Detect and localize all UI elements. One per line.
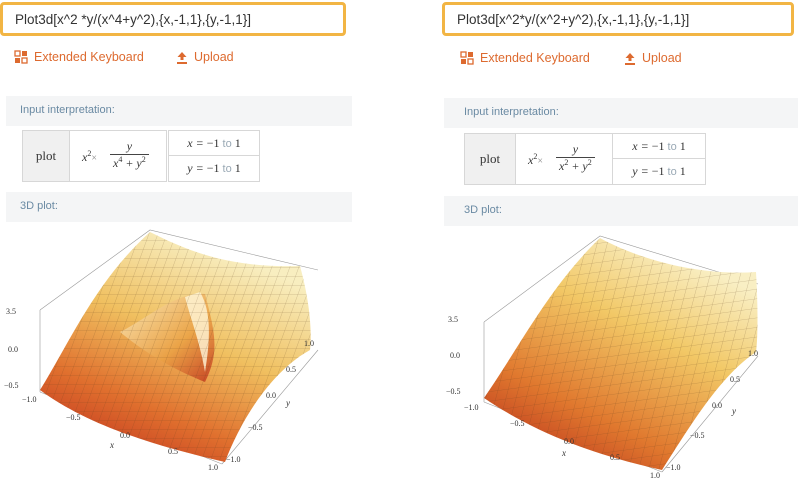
upload-label: Upload xyxy=(642,51,682,65)
x-range-lo: −1 xyxy=(651,139,665,153)
fraction-denominator: x2 + y2 xyxy=(559,158,592,173)
y-range-cell: y = −1 to 1 xyxy=(612,158,706,185)
x-tick-3: 0.5 xyxy=(168,447,178,456)
y-tick-4: −1.0 xyxy=(666,463,681,472)
y-range-to: to xyxy=(222,163,232,175)
input-interpretation-header: Input interpretation: xyxy=(444,98,798,128)
upload-button[interactable]: Upload xyxy=(624,51,682,65)
y-range-lo: −1 xyxy=(206,161,220,175)
y-tick-4: −1.0 xyxy=(226,455,241,464)
x-tick-4: 1.0 xyxy=(208,463,218,472)
y-range-cell: y = −1 to 1 xyxy=(168,155,260,182)
x-range-var: x = xyxy=(187,136,207,150)
z-tick-1: 0.0 xyxy=(8,345,18,354)
upload-icon xyxy=(177,51,187,64)
extended-keyboard-label: Extended Keyboard xyxy=(480,51,590,65)
expression-cell: x2× y x4 + y2 xyxy=(69,130,167,182)
x-range-cell: x = −1 to 1 xyxy=(168,130,260,156)
fraction-denominator: x4 + y2 xyxy=(113,155,146,170)
query-text[interactable]: Plot3d[x^2 *y/(x^4+y^2),{x,-1,1},{y,-1,1… xyxy=(15,12,251,27)
y-tick-0: 1.0 xyxy=(748,349,758,358)
y-tick-3: −0.5 xyxy=(690,431,705,440)
upload-label: Upload xyxy=(194,50,234,64)
extended-keyboard-button[interactable]: Extended Keyboard xyxy=(460,51,590,65)
x-tick-0: −1.0 xyxy=(22,395,37,404)
expression-prefix: x2× xyxy=(82,149,97,164)
x-tick-0: −1.0 xyxy=(464,403,479,412)
y-range-var: y = xyxy=(632,164,652,178)
extended-keyboard-button[interactable]: Extended Keyboard xyxy=(14,50,144,64)
y-range-hi: 1 xyxy=(234,161,241,175)
x-range-hi: 1 xyxy=(234,136,241,150)
y-tick-2: 0.0 xyxy=(266,391,276,400)
x-range-lo: −1 xyxy=(206,136,220,150)
plot-word-cell: plot xyxy=(464,133,516,185)
3d-plot-header: 3D plot: xyxy=(6,192,352,222)
expression-fraction: y x4 + y2 xyxy=(110,139,149,171)
y-tick-3: −0.5 xyxy=(248,423,263,432)
z-tick-2: −0.5 xyxy=(446,387,461,396)
input-interpretation-title: Input interpretation: xyxy=(20,104,115,116)
z-tick-0: 3.5 xyxy=(448,315,458,324)
y-tick-1: 0.5 xyxy=(286,365,296,374)
extended-keyboard-icon xyxy=(460,51,474,65)
plot-word: plot xyxy=(35,148,57,163)
y-axis-label: y xyxy=(285,398,290,408)
input-interpretation-title: Input interpretation: xyxy=(464,106,559,118)
extended-keyboard-label: Extended Keyboard xyxy=(34,50,144,64)
y-tick-2: 0.0 xyxy=(712,401,722,410)
x-tick-1: −0.5 xyxy=(510,419,525,428)
upload-button[interactable]: Upload xyxy=(176,50,234,64)
x-axis-label: x xyxy=(561,448,566,458)
x-range-to: to xyxy=(222,138,232,150)
fraction-numerator: y xyxy=(556,142,595,158)
3d-plot-title: 3D plot: xyxy=(464,204,502,216)
expression-prefix: x2× xyxy=(528,152,543,167)
y-range-lo: −1 xyxy=(651,164,665,178)
x-range-cell: x = −1 to 1 xyxy=(612,133,706,159)
expression-fraction: y x2 + y2 xyxy=(556,142,595,174)
y-tick-0: 1.0 xyxy=(304,339,314,348)
expression-cell: x2× y x2 + y2 xyxy=(515,133,613,185)
extended-keyboard-icon xyxy=(14,50,28,64)
query-input[interactable]: Plot3d[x^2*y/(x^2+y^2),{x,-1,1},{y,-1,1}… xyxy=(442,2,794,36)
x-range-hi: 1 xyxy=(679,139,686,153)
y-range-to: to xyxy=(667,166,677,178)
x-tick-4: 1.0 xyxy=(650,471,660,480)
z-tick-2: −0.5 xyxy=(4,381,19,390)
surface-mesh-right xyxy=(484,238,758,470)
3d-plot-header: 3D plot: xyxy=(444,196,798,226)
left-panel: Plot3d[x^2 *y/(x^4+y^2),{x,-1,1},{y,-1,1… xyxy=(0,0,352,495)
upload-icon xyxy=(625,52,635,65)
x-tick-1: −0.5 xyxy=(66,413,81,422)
x-axis-label: x xyxy=(109,440,114,450)
surface-plot-left: 3.5 0.0 −0.5 −1.0 −0.5 0.0 0.5 1.0 x 1.0… xyxy=(4,229,319,472)
x-range-to: to xyxy=(667,141,677,153)
plot-word: plot xyxy=(479,151,501,166)
x-tick-2: 0.0 xyxy=(564,437,574,446)
y-range-hi: 1 xyxy=(679,164,686,178)
right-panel: Plot3d[x^2*y/(x^2+y^2),{x,-1,1},{y,-1,1}… xyxy=(440,0,798,495)
x-tick-2: 0.0 xyxy=(120,431,130,440)
surface-mesh-left xyxy=(40,232,311,462)
query-text[interactable]: Plot3d[x^2*y/(x^2+y^2),{x,-1,1},{y,-1,1}… xyxy=(457,12,690,27)
z-tick-1: 0.0 xyxy=(450,351,460,360)
query-input[interactable]: Plot3d[x^2 *y/(x^4+y^2),{x,-1,1},{y,-1,1… xyxy=(0,2,346,36)
3d-plot-title: 3D plot: xyxy=(20,200,58,212)
x-range-var: x = xyxy=(632,139,652,153)
x-tick-3: 0.5 xyxy=(610,453,620,462)
y-axis-label: y xyxy=(731,406,736,416)
plot-word-cell: plot xyxy=(22,130,70,182)
surface-plot-right: 3.5 0.0 −0.5 −1.0 −0.5 0.0 0.5 1.0 x 1.0… xyxy=(446,235,759,480)
input-interpretation-header: Input interpretation: xyxy=(6,96,352,126)
y-range-var: y = xyxy=(187,161,207,175)
z-tick-0: 3.5 xyxy=(6,307,16,316)
fraction-numerator: y xyxy=(110,139,149,155)
y-tick-1: 0.5 xyxy=(730,375,740,384)
